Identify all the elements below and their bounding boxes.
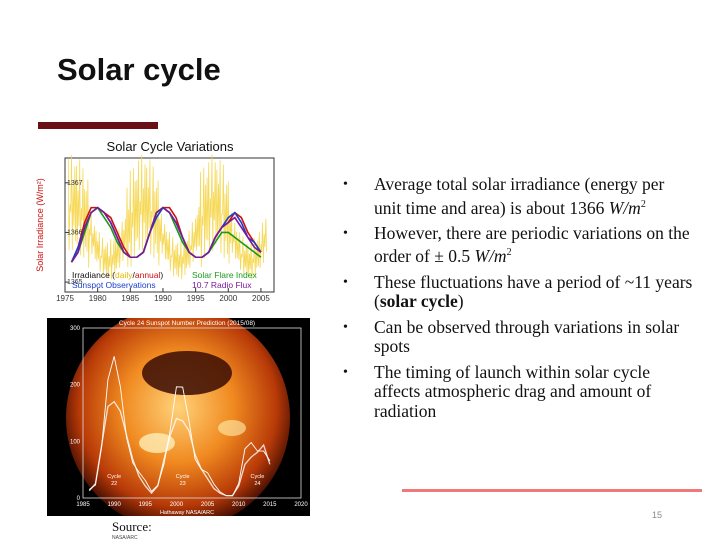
y-tick-label: 100 [70,439,81,445]
bullet-dot: • [343,274,348,290]
x-tick-label: 2010 [232,502,246,508]
bullet-strong: solar cycle [379,291,458,312]
chart-title: Solar Cycle Variations [107,139,234,154]
bullet-text: Average total solar irradiance (energy p… [374,174,665,218]
chart-footer: Hathaway NASA/ARC [160,510,214,516]
legend-entry: Sunspot Observations [72,280,156,290]
bullet-tail: ) [457,291,464,312]
cycle-label: Cycle [251,474,265,480]
legend-part: ) [160,270,163,280]
x-tick-label: 2005 [252,294,270,303]
active-region [218,420,246,436]
bullet-dot: • [343,225,348,241]
x-tick-label: 1975 [56,294,74,303]
bullet-item: • These fluctuations have a period of ~11… [343,271,693,312]
bullet-item: • The timing of launch within solar cycle… [343,361,693,422]
source-detail: NASA/ARC [112,535,138,541]
x-tick-label: 2000 [219,294,237,303]
legend-entry: Solar Flare Index [192,270,257,280]
x-tick-label: 1980 [89,294,107,303]
daily-irradiance-line [67,154,268,280]
x-tick-label: 1985 [76,502,90,508]
coronal-hole [142,351,232,395]
cycle-label: Cycle [176,474,190,480]
y-tick-label: 1367 [67,180,83,187]
y-tick-label: 1366 [67,229,83,236]
solar-cycle-chart: Solar Cycle Variations 1365 1366 1367 1975 19… [35,139,275,303]
bullet-item: • Can be observed through variations in s… [343,316,693,357]
legend-part: daily [115,270,133,280]
x-tick-label: 2005 [201,502,215,508]
bullet-dot: • [343,177,348,192]
title-underline [38,122,158,129]
bullet-dot: • [343,319,348,335]
chart-title: Cycle 24 Sunspot Number Prediction (2015… [119,320,255,327]
legend-part: annual [135,270,161,280]
x-tick-label: 2015 [263,502,277,508]
y-tick-label: 200 [70,383,81,389]
bullet-unit: W/m [474,246,507,267]
x-tick-label: 1990 [154,294,172,303]
cycle-number: 23 [180,481,186,487]
source-label: Source: [112,519,152,534]
bullet-text: However, there are periodic variations o… [374,222,690,267]
smoothed-line [88,400,271,497]
bullet-item: • However, there are periodic variations … [343,222,693,267]
bullet-list: • Average total solar irradiance (energy … [343,174,693,427]
bullet-sup: 2 [640,198,646,210]
y-tick-label: 0 [77,496,81,502]
bullet-text: Can be observed through variations in so… [374,316,680,357]
bullet-sup: 2 [506,247,512,259]
bullet-text: The timing of launch within solar cycle … [374,361,652,421]
legend-irradiance: Irradiance (daily/annual) [72,270,163,280]
x-tick-label: 2020 [294,502,308,508]
cycle-label: Cycle [107,474,121,480]
y-tick-label: 1365 [67,279,83,286]
plot-frame [82,327,302,499]
x-tick-label: 1995 [139,502,153,508]
legend-entry: 10.7 Radio Flux [192,280,252,290]
sunspot-prediction-chart: Cycle 24 Sunspot Number Prediction (2015… [47,318,310,516]
legend-label: Irradiance ( [72,270,115,280]
active-region [139,433,175,453]
x-tick-label: 1995 [187,294,205,303]
cycle-number: 22 [111,481,117,487]
series-line [70,206,262,263]
accent-line [402,489,702,492]
bullet-dot: • [343,364,348,380]
bullet-item: • Average total solar irradiance (energy … [343,174,693,218]
cycle-number: 24 [254,481,260,487]
y-axis-label: Solar Irradiance (W/m²) [35,178,45,272]
bullet-text: These fluctuations have a period of ~11 … [374,271,693,312]
x-tick-label: 1985 [121,294,139,303]
page-number: 15 [652,510,663,520]
y-tick-label: 300 [70,326,81,332]
sun-disk [66,318,290,516]
bullet-unit: W/m [608,197,641,218]
legend-part: / [132,270,135,280]
x-tick-label: 2000 [170,502,184,508]
sunspot-line [88,356,271,497]
x-tick-label: 1990 [107,502,121,508]
slide-title: Solar cycle [57,52,221,87]
